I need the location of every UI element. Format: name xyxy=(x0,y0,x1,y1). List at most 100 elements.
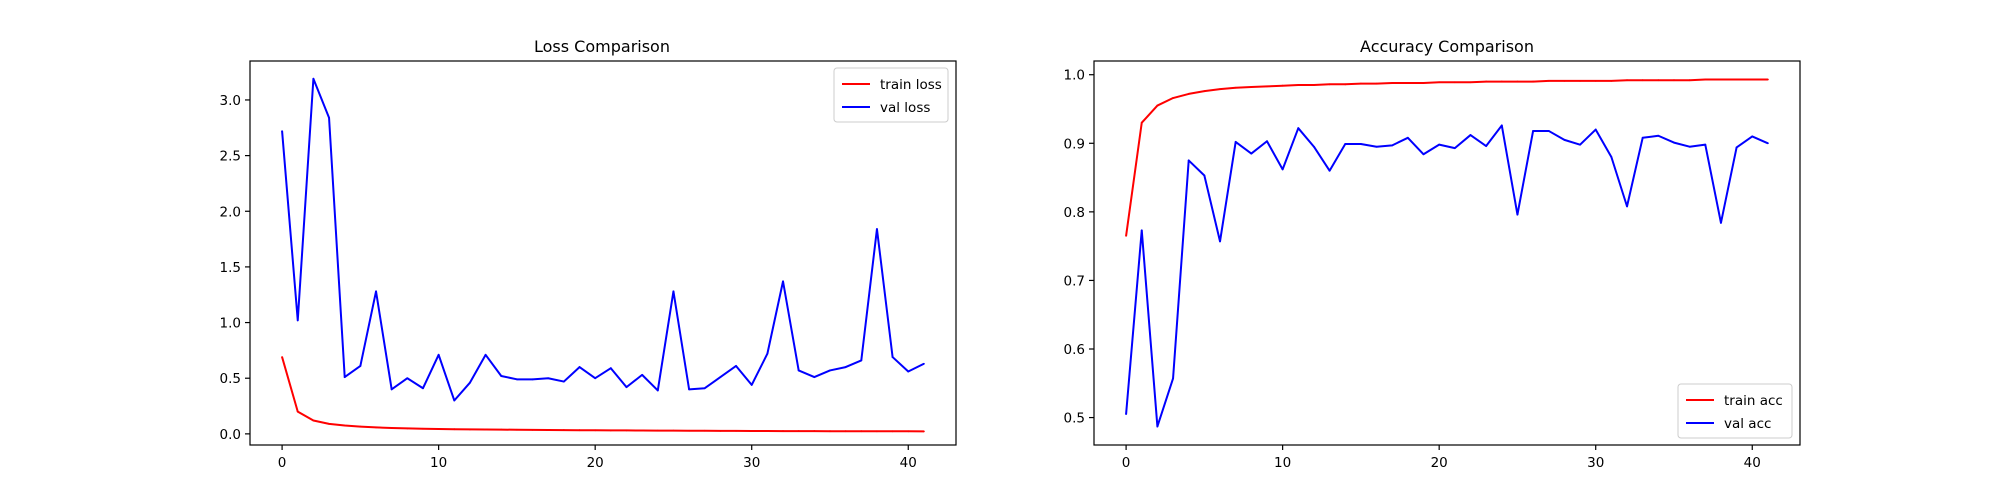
accuracy-point-train-acc xyxy=(1219,88,1221,91)
accuracy-x-tick-label: 20 xyxy=(1431,455,1448,471)
accuracy-chart-title: Accuracy Comparison xyxy=(1360,37,1534,56)
accuracy-point-train-acc xyxy=(1500,80,1503,83)
accuracy-point-val-acc xyxy=(1422,153,1425,156)
loss-point-train-loss xyxy=(562,429,565,431)
accuracy-point-val-acc xyxy=(1219,240,1221,243)
loss-point-val-loss xyxy=(406,377,409,380)
accuracy-point-train-acc xyxy=(1391,82,1394,84)
accuracy-point-val-acc xyxy=(1406,136,1409,139)
loss-point-val-loss xyxy=(281,130,283,133)
accuracy-point-train-acc xyxy=(1375,82,1378,85)
loss-point-val-loss xyxy=(547,377,550,380)
accuracy-point-val-acc xyxy=(1125,413,1127,416)
accuracy-point-val-acc xyxy=(1720,221,1722,224)
accuracy-point-val-acc xyxy=(1172,377,1174,380)
accuracy-point-train-acc xyxy=(1344,83,1347,86)
loss-point-train-loss xyxy=(797,430,800,432)
accuracy-legend-label-train-acc: train acc xyxy=(1724,393,1783,409)
accuracy-legend-label-val-acc: val acc xyxy=(1724,416,1771,432)
loss-point-train-loss xyxy=(719,429,722,432)
loss-point-train-loss xyxy=(641,429,644,432)
loss-point-val-loss xyxy=(359,365,362,367)
accuracy-point-val-acc xyxy=(1626,205,1628,208)
accuracy-point-val-acc xyxy=(1500,124,1503,127)
loss-point-val-loss xyxy=(531,378,534,381)
loss-y-tick-label: 1.5 xyxy=(220,260,241,276)
accuracy-chart: Accuracy Comparison 0 10 20 30 40 0.5 0.6 0.7 0.… xyxy=(1064,37,1801,471)
loss-x-tick-label: 30 xyxy=(743,455,760,471)
accuracy-point-val-acc xyxy=(1266,140,1268,143)
accuracy-point-train-acc xyxy=(1751,78,1754,81)
accuracy-point-train-acc xyxy=(1626,79,1628,82)
accuracy-point-val-acc xyxy=(1563,138,1566,141)
accuracy-point-val-acc xyxy=(1469,134,1472,136)
accuracy-point-val-acc xyxy=(1360,143,1362,145)
loss-point-val-loss xyxy=(609,367,612,370)
loss-point-val-loss xyxy=(625,386,628,389)
accuracy-y-tick-label: 0.8 xyxy=(1064,205,1085,221)
loss-point-val-loss xyxy=(375,290,377,293)
loss-point-val-loss xyxy=(703,387,706,390)
accuracy-x-tick-label: 10 xyxy=(1274,455,1291,471)
accuracy-point-train-acc xyxy=(1579,79,1581,82)
accuracy-point-val-acc xyxy=(1375,145,1378,148)
accuracy-point-val-acc xyxy=(1594,128,1597,131)
loss-point-val-loss xyxy=(656,389,659,392)
loss-point-val-loss xyxy=(891,356,894,358)
accuracy-legend-box xyxy=(1677,383,1793,439)
loss-point-train-loss xyxy=(406,427,409,430)
accuracy-point-train-acc xyxy=(1735,78,1738,81)
loss-point-val-loss xyxy=(860,359,863,362)
loss-point-val-loss xyxy=(923,362,925,365)
loss-point-val-loss xyxy=(641,373,644,376)
loss-point-val-loss xyxy=(907,370,910,373)
accuracy-point-val-acc xyxy=(1187,159,1190,162)
accuracy-point-train-acc xyxy=(1532,80,1534,83)
accuracy-point-train-acc xyxy=(1187,93,1190,95)
accuracy-point-train-acc xyxy=(1547,79,1550,82)
accuracy-point-val-acc xyxy=(1391,144,1394,147)
loss-point-val-loss xyxy=(469,381,471,384)
loss-point-val-loss xyxy=(844,366,847,368)
loss-y-tick-label: 0.5 xyxy=(220,371,241,387)
loss-point-val-loss xyxy=(578,366,581,368)
accuracy-point-train-acc xyxy=(1172,97,1174,99)
accuracy-y-tick-label: 0.7 xyxy=(1064,273,1085,289)
accuracy-point-train-acc xyxy=(1516,80,1519,83)
loss-point-train-loss xyxy=(813,430,816,432)
loss-y-tick-label: 2.0 xyxy=(220,204,241,220)
accuracy-point-train-acc xyxy=(1234,86,1237,89)
accuracy-y-tick-label: 0.9 xyxy=(1064,136,1085,152)
loss-point-train-loss xyxy=(547,429,550,431)
accuracy-point-val-acc xyxy=(1485,145,1488,147)
accuracy-point-train-acc xyxy=(1156,104,1159,107)
loss-point-train-loss xyxy=(296,410,299,413)
accuracy-point-train-acc xyxy=(1657,79,1660,82)
loss-point-val-loss xyxy=(328,116,330,119)
accuracy-point-val-acc xyxy=(1140,229,1143,232)
loss-point-val-loss xyxy=(312,77,315,80)
accuracy-point-train-acc xyxy=(1250,86,1253,88)
loss-x-tick-label: 10 xyxy=(430,455,447,471)
loss-point-train-loss xyxy=(656,429,659,432)
loss-x-tick-label: 20 xyxy=(587,455,604,471)
loss-point-train-loss xyxy=(343,424,346,427)
accuracy-point-val-acc xyxy=(1547,130,1550,132)
accuracy-axes-frame xyxy=(1093,60,1801,446)
loss-series-val-loss xyxy=(281,77,925,402)
loss-point-val-loss xyxy=(750,383,753,386)
loss-point-train-loss xyxy=(390,427,393,429)
accuracy-point-val-acc xyxy=(1657,134,1660,137)
accuracy-point-val-acc xyxy=(1328,169,1331,172)
loss-chart-title: Loss Comparison xyxy=(534,37,670,56)
accuracy-point-train-acc xyxy=(1281,84,1284,87)
accuracy-point-train-acc xyxy=(1203,90,1206,93)
accuracy-point-val-acc xyxy=(1203,174,1206,177)
accuracy-point-val-acc xyxy=(1344,143,1347,145)
loss-point-train-loss xyxy=(516,428,518,431)
loss-point-val-loss xyxy=(688,388,690,391)
accuracy-point-train-acc xyxy=(1266,85,1268,88)
loss-x-tick-label: 40 xyxy=(900,455,917,471)
accuracy-point-train-acc xyxy=(1313,84,1315,86)
loss-legend-box xyxy=(833,67,949,123)
